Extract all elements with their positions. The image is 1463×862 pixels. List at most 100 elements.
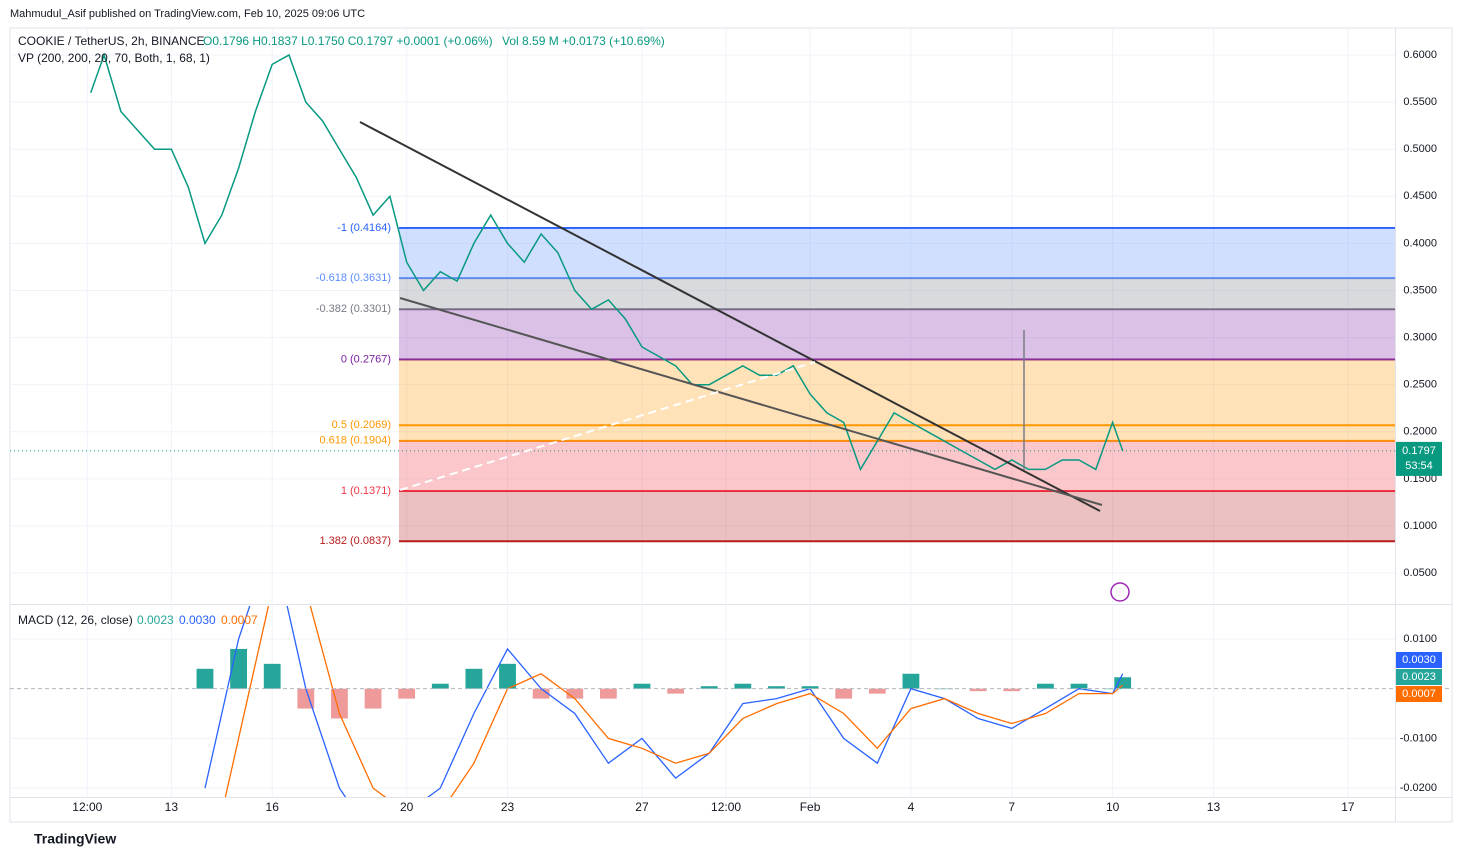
histogram-bar — [499, 663, 516, 689]
histogram-bar — [398, 688, 416, 699]
trendline — [359, 121, 1101, 512]
footer-brand: TradingView — [34, 831, 116, 847]
legend-value: 0.0030 — [179, 613, 216, 627]
fib-band — [399, 359, 1395, 426]
histogram-bar — [902, 673, 920, 689]
x-tick-label: 4 — [908, 800, 915, 814]
histogram-bar — [599, 688, 617, 699]
histogram-bar — [431, 683, 449, 689]
x-tick-label: 20 — [400, 800, 414, 814]
histogram-bar — [1070, 683, 1088, 689]
histogram-bar — [263, 663, 281, 689]
histogram-bar — [1003, 688, 1021, 692]
macd-line — [224, 606, 1124, 797]
histogram-bar — [667, 688, 685, 694]
x-tick-label: 12:00 — [711, 800, 741, 814]
histogram-bar — [1114, 677, 1132, 689]
legend-value: 0.0023 — [137, 613, 174, 627]
panel — [10, 28, 1395, 603]
histogram-bar — [196, 668, 214, 689]
x-tick-label: 7 — [1008, 800, 1015, 814]
fib-band — [399, 227, 1395, 279]
macd-title: MACD (12, 26, close) — [18, 613, 133, 627]
x-tick-label: Feb — [800, 800, 821, 814]
x-tick-label: 27 — [635, 800, 649, 814]
x-tick-label: 17 — [1341, 800, 1355, 814]
fib-band — [399, 309, 1395, 360]
frame — [9, 27, 1453, 823]
last-price-box — [1396, 441, 1442, 476]
histogram-bar — [969, 688, 987, 692]
x-tick-label: 10 — [1106, 800, 1120, 814]
dashed-line — [399, 361, 816, 491]
fib-label: -0.618 (0.3631) — [316, 272, 391, 284]
y-tick-label: 0.0500 — [1403, 567, 1437, 579]
event-icon[interactable] — [1110, 582, 1130, 602]
y-tick-label: 0.5500 — [1403, 96, 1437, 108]
fib-band — [399, 491, 1395, 542]
fib-label: -1 (0.4164) — [337, 222, 391, 234]
macd-line — [204, 606, 1124, 797]
x-tick-label: 12:00 — [72, 800, 102, 814]
histogram-bar — [734, 683, 752, 689]
y-tick-label: 0.2500 — [1403, 379, 1437, 391]
y-tick-label: 0.3000 — [1403, 331, 1437, 343]
histogram-bar — [230, 648, 247, 689]
histogram-bar — [633, 683, 651, 689]
x-tick-label: 23 — [501, 800, 515, 814]
vp-indicator: VP (200, 200, 20, 70, Both, 1, 68, 1) — [18, 51, 210, 65]
histogram-bar — [297, 688, 315, 709]
y-tick-label: 0.0100 — [1403, 633, 1437, 645]
y-tick-label: 0.2000 — [1403, 426, 1437, 438]
axis-value-label: 0.0030 — [1402, 654, 1436, 666]
histogram-bar — [1036, 683, 1054, 689]
symbol-title: COOKIE / TetherUS, 2h, BINANCE — [18, 34, 205, 48]
price-line — [89, 52, 1124, 472]
fib-label: 0.5 (0.2069) — [332, 419, 391, 431]
histogram-bar — [801, 686, 819, 689]
x-tick-label: 13 — [1207, 800, 1221, 814]
histogram-bar — [364, 688, 382, 709]
legend-value: 0.0007 — [221, 613, 258, 627]
axis-value-box — [1396, 652, 1442, 668]
fib-band — [399, 425, 1395, 441]
trendline — [399, 297, 1103, 506]
fib-label: -0.382 (0.3301) — [316, 303, 391, 315]
y-tick-label: -0.0100 — [1400, 732, 1437, 744]
histogram-bar — [532, 688, 550, 699]
histogram-bar — [465, 668, 483, 689]
drawings — [359, 121, 1130, 602]
ohlc: O0.1796 H0.1837 L0.1750 C0.1797 +0.0001 … — [203, 34, 493, 48]
fib-label: 1 (0.1371) — [341, 485, 391, 497]
x-tick-label: 13 — [165, 800, 179, 814]
fib-label: 0.618 (0.1904) — [319, 435, 391, 447]
fib-label: 1.382 (0.0837) — [319, 535, 391, 547]
fib-band — [399, 278, 1395, 310]
header: Mahmudul_Asif published on TradingView.c… — [10, 8, 365, 20]
volume: Vol 8.59 M +0.0173 (+10.69%) — [502, 34, 665, 48]
axis-value-label: 0.0007 — [1402, 688, 1436, 700]
histogram-bar — [566, 688, 584, 699]
histogram-bar — [868, 688, 886, 694]
axis-value-box — [1396, 669, 1442, 685]
layers: 0.6000 0.5500 0.5000 0.4500 0.4000 0.3500 0.30… — [10, 28, 1452, 814]
histogram-bar — [835, 688, 853, 699]
y-tick-label: 0.5000 — [1403, 143, 1437, 155]
x-tick-label: 16 — [266, 800, 280, 814]
histogram-bar — [700, 686, 718, 689]
y-tick-label: 0.1000 — [1403, 520, 1437, 532]
histogram-bar — [768, 686, 785, 689]
fib-label: 0 (0.2767) — [341, 353, 391, 365]
fib-band — [399, 440, 1395, 492]
y-tick-label: 0.3500 — [1403, 284, 1437, 296]
panel — [10, 606, 1395, 797]
countdown: 53:54 — [1405, 460, 1433, 472]
last-price-label: 0.1797 — [1402, 445, 1436, 457]
y-tick-label: 0.6000 — [1403, 49, 1437, 61]
y-tick-label: -0.0200 — [1400, 782, 1437, 794]
axis-value-box — [1396, 686, 1442, 702]
y-tick-label: 0.4000 — [1403, 237, 1437, 249]
axis-value-label: 0.0023 — [1402, 671, 1436, 683]
